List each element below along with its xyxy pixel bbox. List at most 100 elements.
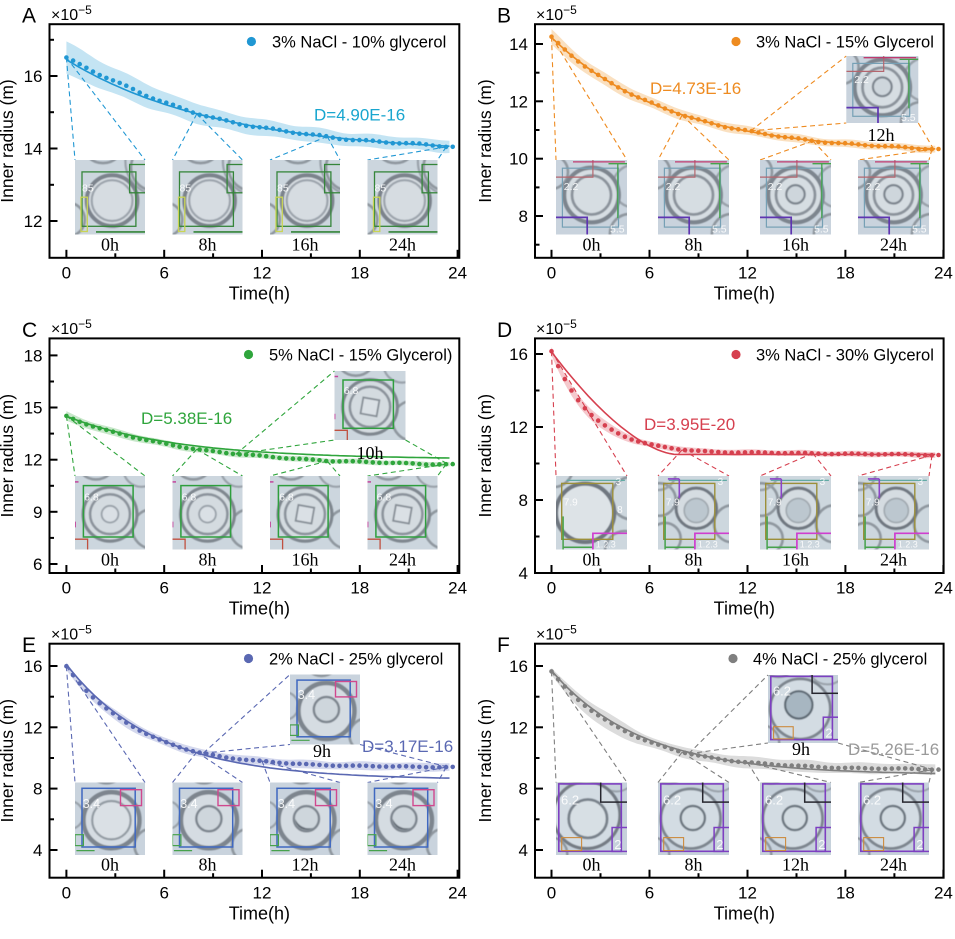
svg-text:16h: 16h (292, 235, 319, 255)
svg-text:18: 18 (350, 264, 369, 283)
svg-text:16: 16 (509, 657, 528, 676)
svg-text:24h: 24h (389, 235, 416, 255)
svg-text:4: 4 (519, 841, 528, 860)
svg-text:2: 2 (818, 837, 825, 852)
svg-text:85: 85 (375, 182, 387, 194)
svg-text:6: 6 (645, 884, 654, 903)
svg-text:9h: 9h (313, 741, 331, 761)
svg-text:2: 2 (916, 837, 923, 852)
svg-text:2.2: 2.2 (866, 181, 881, 193)
svg-text:4: 4 (519, 564, 528, 583)
svg-text:12h: 12h (782, 855, 809, 875)
svg-text:8h: 8h (685, 855, 703, 875)
svg-text:24: 24 (934, 264, 953, 283)
svg-text:8h: 8h (199, 235, 217, 255)
svg-text:24: 24 (448, 579, 467, 598)
svg-text:12: 12 (738, 264, 757, 283)
svg-text:15: 15 (24, 399, 43, 418)
svg-text:8h: 8h (199, 550, 217, 570)
svg-text:6.2: 6.2 (663, 792, 681, 807)
svg-text:4: 4 (33, 841, 42, 860)
svg-text:16h: 16h (292, 550, 319, 570)
svg-text:3: 3 (918, 477, 924, 488)
svg-text:0h: 0h (583, 235, 601, 255)
svg-text:6.8: 6.8 (377, 491, 392, 503)
svg-text:16h: 16h (782, 235, 809, 255)
svg-text:0: 0 (547, 884, 556, 903)
svg-text:Time(h): Time(h) (229, 904, 290, 924)
svg-text:2: 2 (614, 837, 621, 852)
svg-text:3% NaCl - 15% Glycerol: 3% NaCl - 15% Glycerol (756, 34, 934, 52)
svg-text:5.5: 5.5 (814, 223, 829, 235)
svg-text:6: 6 (159, 579, 168, 598)
svg-text:16h: 16h (782, 550, 809, 570)
svg-text:D=3.17E-16: D=3.17E-16 (362, 737, 453, 756)
svg-text:3.4: 3.4 (375, 797, 392, 811)
svg-text:6.2: 6.2 (773, 683, 791, 698)
svg-text:6.8: 6.8 (84, 491, 99, 503)
svg-text:B: B (497, 5, 511, 28)
svg-text:3.4: 3.4 (278, 797, 295, 811)
svg-text:Inner radius (m): Inner radius (m) (475, 699, 495, 823)
svg-text:0: 0 (62, 884, 71, 903)
svg-text:24h: 24h (880, 855, 907, 875)
svg-text:6: 6 (159, 264, 168, 283)
svg-text:6: 6 (33, 555, 42, 574)
svg-text:2.2: 2.2 (564, 181, 579, 193)
svg-text:6.8: 6.8 (182, 491, 197, 503)
svg-text:0: 0 (62, 579, 71, 598)
svg-text:1.2.3: 1.2.3 (596, 539, 616, 549)
svg-text:8h: 8h (199, 855, 217, 875)
svg-text:D=4.90E-16: D=4.90E-16 (314, 106, 405, 125)
svg-text:Time(h): Time(h) (714, 284, 775, 304)
svg-text:8: 8 (617, 505, 623, 516)
svg-text:Inner radius (m): Inner radius (m) (475, 79, 495, 203)
svg-text:7.9: 7.9 (866, 497, 880, 508)
svg-text:12: 12 (738, 579, 757, 598)
svg-text:6.2: 6.2 (765, 792, 783, 807)
svg-text:2: 2 (825, 726, 832, 741)
svg-text:3.4: 3.4 (83, 797, 100, 811)
svg-text:8: 8 (519, 491, 528, 510)
svg-text:8h: 8h (685, 550, 703, 570)
svg-text:24: 24 (448, 264, 467, 283)
svg-text:9: 9 (33, 503, 42, 522)
svg-text:D=4.73E-16: D=4.73E-16 (650, 79, 741, 98)
svg-text:12: 12 (253, 579, 272, 598)
svg-text:24h: 24h (389, 550, 416, 570)
svg-text:1.2.3: 1.2.3 (698, 539, 718, 549)
svg-text:8: 8 (519, 780, 528, 799)
svg-text:10h: 10h (357, 443, 384, 463)
svg-text:12: 12 (24, 212, 43, 231)
svg-text:Time(h): Time(h) (229, 599, 290, 619)
svg-text:12: 12 (509, 718, 528, 737)
svg-text:D=5.38E-16: D=5.38E-16 (141, 409, 232, 428)
svg-text:3: 3 (718, 477, 724, 488)
svg-text:Inner radius (m): Inner radius (m) (0, 699, 17, 823)
svg-text:0: 0 (547, 264, 556, 283)
svg-text:1.2.3: 1.2.3 (898, 539, 918, 549)
svg-text:2.2: 2.2 (854, 74, 869, 86)
svg-text:D: D (497, 319, 512, 342)
svg-text:Time(h): Time(h) (714, 599, 775, 619)
svg-text:4% NaCl - 25% glycerol: 4% NaCl - 25% glycerol (753, 651, 927, 669)
svg-text:6.8: 6.8 (279, 491, 294, 503)
svg-text:14: 14 (509, 35, 528, 54)
svg-text:2% NaCl - 25% glycerol: 2% NaCl - 25% glycerol (269, 651, 443, 669)
svg-text:5% NaCl - 15% Glycerol): 5% NaCl - 15% Glycerol) (269, 347, 452, 365)
svg-text:7.9: 7.9 (564, 497, 578, 508)
svg-text:0h: 0h (583, 550, 601, 570)
svg-text:85: 85 (82, 182, 94, 194)
svg-text:7.9: 7.9 (666, 497, 680, 508)
svg-text:16: 16 (509, 345, 528, 364)
svg-text:0h: 0h (101, 550, 119, 570)
svg-text:18: 18 (350, 884, 369, 903)
svg-text:C: C (22, 319, 37, 342)
svg-text:85: 85 (277, 182, 289, 194)
svg-text:2: 2 (716, 837, 723, 852)
svg-text:Time(h): Time(h) (714, 904, 775, 924)
svg-text:12: 12 (253, 264, 272, 283)
svg-text:12: 12 (509, 92, 528, 111)
svg-text:E: E (22, 634, 36, 657)
svg-text:24: 24 (448, 884, 467, 903)
